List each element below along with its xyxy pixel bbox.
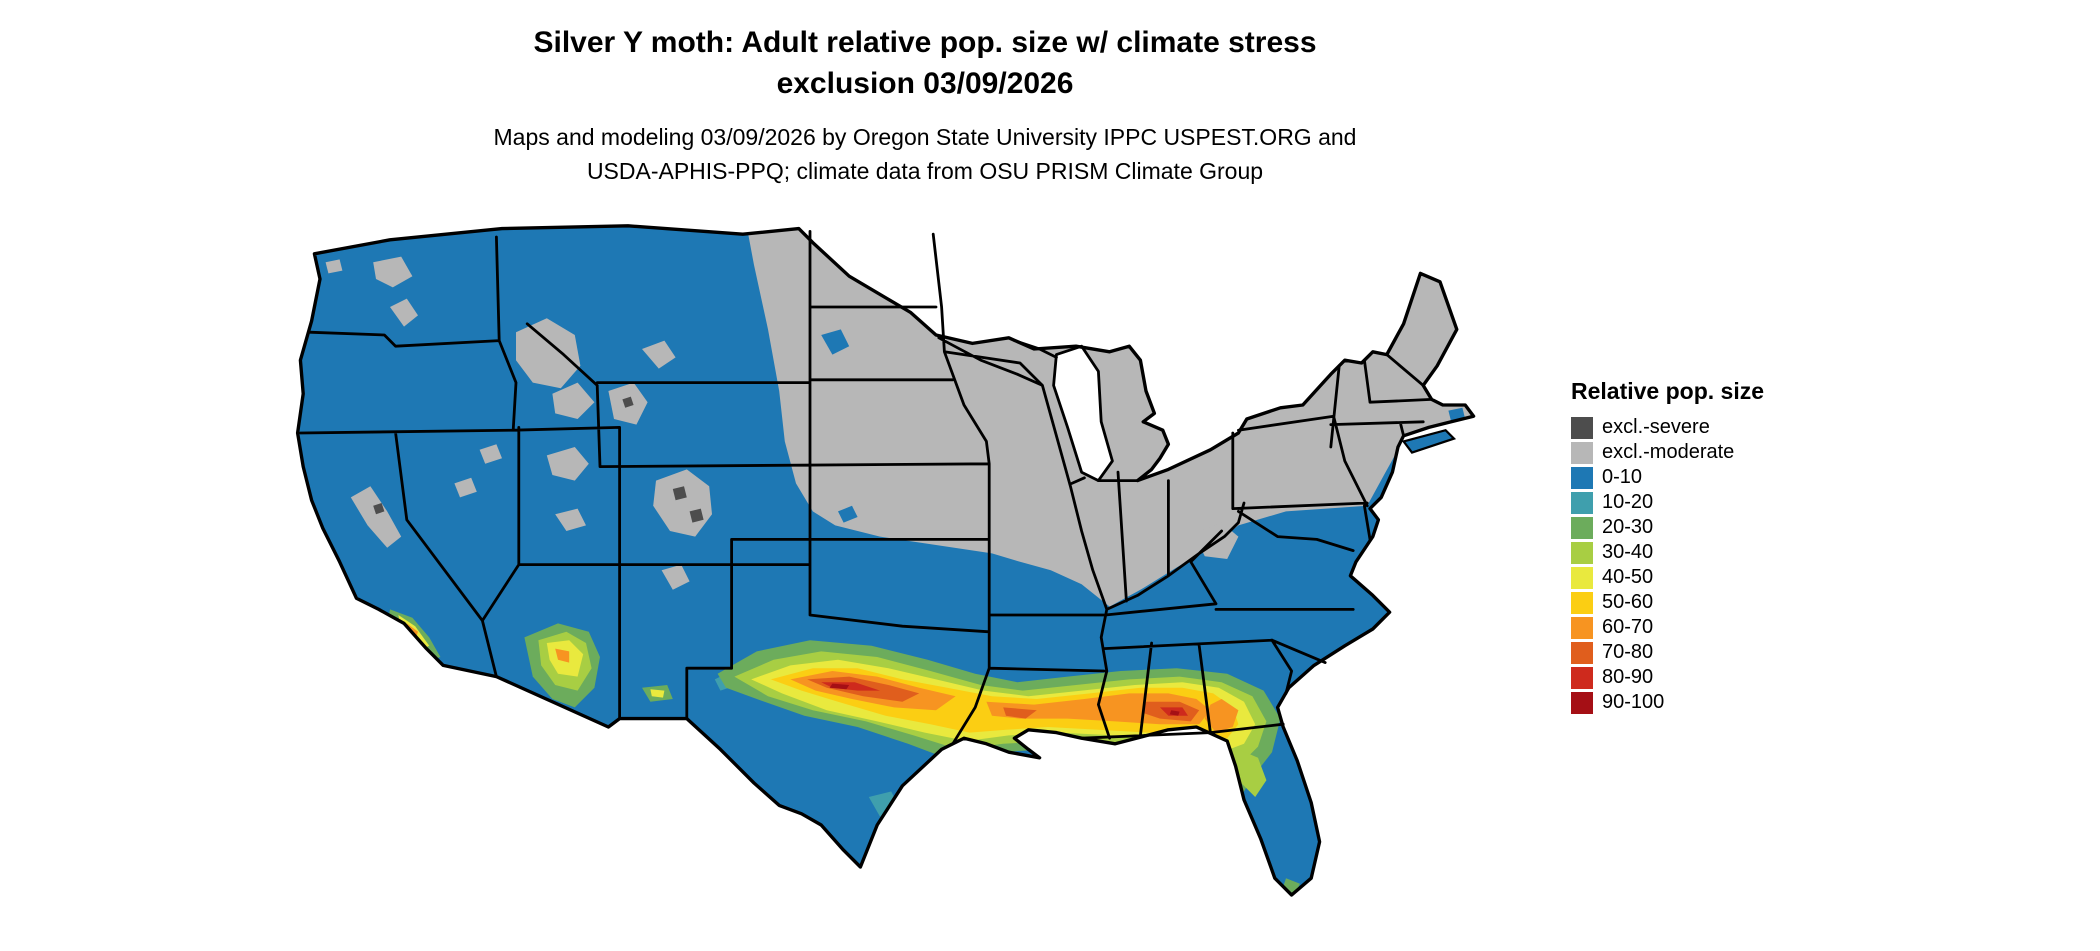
legend-label: 10-20: [1602, 491, 1654, 513]
header: Silver Y moth: Adult relative pop. size …: [0, 22, 1850, 188]
page-title-line2: exclusion 03/09/2026: [776, 67, 1074, 100]
legend-swatch: [1571, 641, 1593, 664]
legend-swatch: [1571, 516, 1593, 539]
region-90-100: [829, 683, 1180, 716]
legend-item: 40-50: [1571, 565, 1764, 590]
legend-swatch: [1571, 416, 1593, 439]
legend-item: 10-20: [1571, 490, 1764, 515]
long-island: [1401, 428, 1457, 454]
legend-item: 60-70: [1571, 615, 1764, 640]
legend-swatch: [1571, 616, 1593, 639]
legend-item: 80-90: [1571, 665, 1764, 690]
attribution-line2: USDA-APHIS-PPQ; climate data from OSU PR…: [586, 158, 1264, 184]
legend-item: 0-10: [1571, 465, 1764, 490]
map-fill-layers: [297, 225, 1474, 895]
legend-swatch: [1571, 441, 1593, 464]
legend-swatch: [1571, 591, 1593, 614]
legend-items: excl.-severe excl.-moderate 0-10 10-20 20-30…: [1571, 415, 1764, 715]
legend-item: 20-30: [1571, 515, 1764, 540]
legend: Relative pop. size excl.-severe excl.-mod…: [1571, 378, 1764, 715]
legend-label: 80-90: [1602, 666, 1654, 688]
legend-label: 90-100: [1602, 691, 1665, 713]
legend-label: 60-70: [1602, 616, 1654, 638]
us-choropleth-map: [180, 195, 1524, 951]
us-outline: [295, 224, 1476, 897]
legend-item: 50-60: [1571, 590, 1764, 615]
legend-item: 90-100: [1571, 690, 1764, 715]
legend-item: excl.-moderate: [1571, 440, 1764, 465]
legend-swatch: [1571, 566, 1593, 589]
legend-item: excl.-severe: [1571, 415, 1764, 440]
legend-item: 70-80: [1571, 640, 1764, 665]
attribution-line1: Maps and modeling 03/09/2026 by Oregon S…: [493, 124, 1357, 150]
legend-swatch: [1571, 466, 1593, 489]
legend-label: 50-60: [1602, 591, 1654, 613]
legend-swatch: [1571, 691, 1593, 714]
legend-label: 70-80: [1602, 641, 1654, 663]
legend-label: excl.-severe: [1602, 416, 1710, 438]
legend-swatch: [1571, 666, 1593, 689]
legend-swatch: [1571, 541, 1593, 564]
legend-label: 30-40: [1602, 541, 1654, 563]
legend-item: 30-40: [1571, 540, 1764, 565]
page-title-line1: Silver Y moth: Adult relative pop. size …: [533, 26, 1317, 59]
us-map-svg: [295, 224, 1476, 897]
region-excl-severe: [373, 396, 704, 523]
lake-michigan: [1052, 344, 1114, 482]
attribution: Maps and modeling 03/09/2026 by Oregon S…: [0, 120, 1850, 188]
legend-label: 20-30: [1602, 516, 1654, 538]
legend-label: excl.-moderate: [1602, 441, 1735, 463]
legend-label: 40-50: [1602, 566, 1654, 588]
legend-label: 0-10: [1602, 466, 1643, 488]
legend-swatch: [1571, 491, 1593, 514]
legend-title: Relative pop. size: [1571, 378, 1765, 404]
